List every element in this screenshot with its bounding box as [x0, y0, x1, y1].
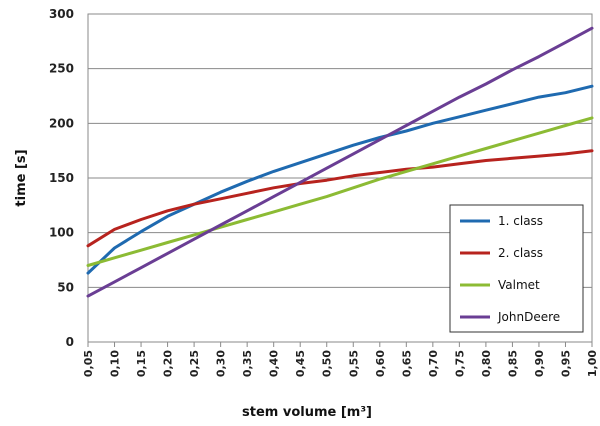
y-tick-label: 250: [49, 62, 74, 76]
y-tick-label: 200: [49, 116, 74, 130]
x-tick-label: 0,25: [188, 350, 201, 377]
plot-area: [87, 13, 593, 343]
x-tick-label: 0,20: [162, 350, 175, 377]
x-tick-label: 0,90: [533, 350, 546, 377]
x-tick-label: 0,05: [82, 350, 95, 377]
y-tick-label: 300: [49, 7, 74, 21]
x-tick-label: 0,15: [135, 350, 148, 377]
y-tick-label: 150: [49, 171, 74, 185]
series-line-2: [86, 149, 594, 248]
x-tick-label: 1,00: [586, 350, 599, 377]
series-lines: [86, 26, 594, 298]
series-line-4: [86, 26, 594, 298]
legend-box: [449, 204, 584, 333]
legend: 1. class 2. class Valmet JohnDeere: [449, 204, 584, 333]
x-tick-label: 0,55: [347, 350, 360, 377]
x-tick-label: 0,70: [427, 350, 440, 377]
x-tick-labels: 0,05 0,10 0,15 0,20 0,25 0,30 0,35 0,40 0,45 0,50…: [82, 350, 599, 377]
y-tick-label: 50: [57, 280, 74, 294]
y-axis-title: time [s]: [14, 149, 29, 206]
x-tick-label: 0,60: [374, 350, 387, 377]
x-tick-label: 0,10: [109, 350, 122, 377]
x-tick-label: 0,30: [215, 350, 228, 377]
x-tick-label: 0,85: [506, 350, 519, 377]
grid: [87, 13, 593, 347]
x-tick-label: 0,80: [480, 350, 493, 377]
series-line-1: [86, 84, 594, 275]
legend-label-2: 2. class: [498, 246, 543, 260]
y-tick-label: 0: [66, 335, 74, 349]
legend-label-1: 1. class: [498, 214, 543, 228]
series-line-3: [86, 116, 594, 267]
x-tick-label: 0,75: [453, 350, 466, 377]
y-tick-labels: 0 50 100 150 200 250 300: [49, 7, 74, 349]
x-tick-label: 0,45: [294, 350, 307, 377]
x-tick-label: 0,95: [559, 350, 572, 377]
x-tick-label: 0,50: [321, 350, 334, 377]
y-tick-label: 100: [49, 226, 74, 240]
x-axis-title: stem volume [m³]: [242, 405, 372, 420]
x-tick-label: 0,65: [400, 350, 413, 377]
x-tick-label: 0,40: [268, 350, 281, 377]
legend-label-4: JohnDeere: [497, 310, 560, 324]
legend-label-3: Valmet: [498, 278, 540, 292]
x-tick-label: 0,35: [241, 350, 254, 377]
